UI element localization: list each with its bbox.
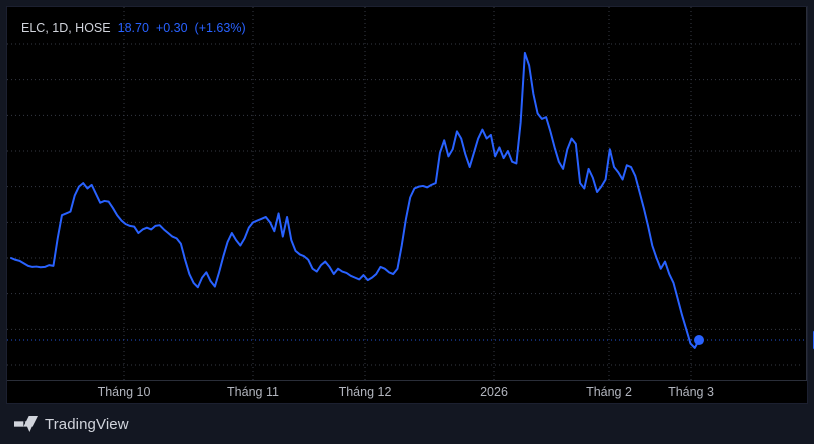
time-axis-label: Tháng 2 bbox=[586, 385, 632, 399]
tradingview-brand-text[interactable]: TradingView bbox=[45, 415, 129, 433]
legend-change-percent: (+1.63%) bbox=[194, 21, 246, 35]
price-axis-label: 20.00 bbox=[807, 287, 814, 301]
price-axis-label: 24.00 bbox=[807, 144, 814, 158]
chart-frame: 18.70 18.0019.0020.0021.0022.0023.0024.0… bbox=[6, 6, 814, 404]
time-scale[interactable]: Tháng 10 Tháng 11 Tháng 12 2026 Tháng 2 Tháng… bbox=[7, 381, 807, 403]
price-axis-label: 26.00 bbox=[807, 73, 814, 87]
time-axis-label: Tháng 11 bbox=[227, 385, 279, 399]
price-axis-label: 18.00 bbox=[807, 358, 814, 372]
chart-legend: ELC, 1D, HOSE 18.70 +0.30 (+1.63%) bbox=[21, 21, 246, 35]
legend-change-absolute: +0.30 bbox=[155, 21, 188, 35]
legend-symbol[interactable]: ELC, 1D, HOSE bbox=[21, 21, 111, 35]
price-scale-separator bbox=[806, 7, 807, 403]
tradingview-logo-icon[interactable] bbox=[14, 416, 38, 432]
time-axis-label: Tháng 10 bbox=[97, 385, 151, 399]
price-axis-label: 23.00 bbox=[807, 180, 814, 194]
time-axis-label: Tháng 3 bbox=[668, 385, 714, 399]
horizontal-gridlines bbox=[7, 43, 803, 366]
vertical-gridlines bbox=[123, 7, 692, 380]
legend-last-price: 18.70 bbox=[117, 21, 149, 35]
time-axis-label: Tháng 12 bbox=[338, 385, 392, 399]
price-axis-label: 21.00 bbox=[807, 251, 814, 265]
time-scale-separator bbox=[7, 380, 807, 381]
price-axis-label: 25.00 bbox=[807, 108, 814, 122]
price-axis-label: 27.00 bbox=[807, 37, 814, 51]
chart-footer: TradingView bbox=[0, 404, 814, 444]
price-axis-label: 22.00 bbox=[807, 215, 814, 229]
price-line-chart bbox=[7, 7, 807, 380]
price-line-path bbox=[10, 51, 700, 349]
time-axis-label: 2026 bbox=[480, 385, 508, 399]
last-price-marker bbox=[694, 335, 704, 346]
chart-plot-area[interactable] bbox=[7, 7, 807, 380]
